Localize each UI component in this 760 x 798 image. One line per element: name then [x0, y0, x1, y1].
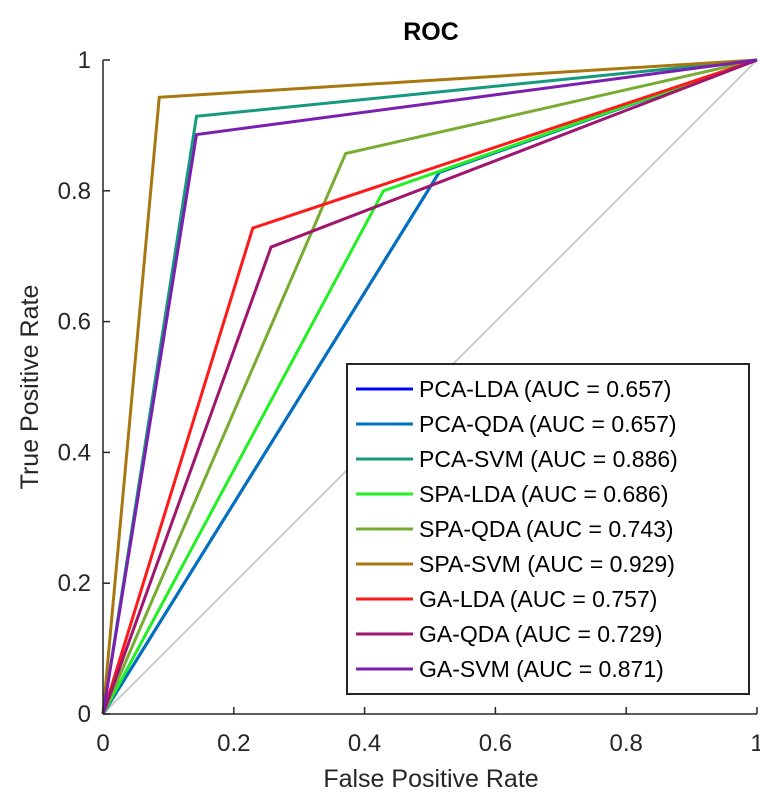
x-tick-label: 0.2 — [217, 730, 250, 757]
y-axis-label: True Positive Rate — [16, 285, 44, 490]
legend-entry: SPA-SVM (AUC = 0.929) — [419, 551, 675, 577]
legend-entry: GA-QDA (AUC = 0.729) — [419, 621, 663, 647]
plot-area: 0 0.2 0.4 0.6 0.8 1 0 0.2 0.4 0.6 0.8 1 — [58, 47, 760, 757]
legend-entry: SPA-LDA (AUC = 0.686) — [419, 481, 669, 507]
y-tick-label: 0.2 — [58, 570, 91, 597]
y-tick-label: 0.6 — [58, 309, 91, 336]
chart-title: ROC — [403, 18, 459, 46]
x-tick-label: 0.8 — [610, 730, 643, 757]
series-line-8 — [101, 58, 758, 715]
x-axis-label: False Positive Rate — [323, 765, 538, 793]
series-line-6 — [101, 58, 758, 715]
legend-entry: GA-SVM (AUC = 0.871) — [419, 656, 664, 682]
legend-entry: PCA-QDA (AUC = 0.657) — [419, 411, 677, 437]
legend-entry: SPA-QDA (AUC = 0.743) — [419, 516, 674, 542]
series-line-3 — [101, 58, 758, 715]
x-tick-label: 0 — [96, 730, 109, 757]
x-tick-label: 1 — [750, 730, 760, 757]
y-tick-label: 0 — [78, 701, 91, 728]
x-tick-label: 0.6 — [479, 730, 512, 757]
y-tick-label: 1 — [78, 47, 91, 74]
legend-entry: PCA-SVM (AUC = 0.886) — [419, 446, 678, 472]
x-tick-label: 0.4 — [348, 730, 381, 757]
series-line-7 — [101, 58, 758, 715]
legend-entry: GA-LDA (AUC = 0.757) — [419, 586, 657, 612]
series-line-4 — [101, 58, 758, 715]
y-tick-label: 0.8 — [58, 178, 91, 205]
legend-entry: PCA-LDA (AUC = 0.657) — [419, 376, 671, 402]
legend: PCA-LDA (AUC = 0.657) PCA-QDA (AUC = 0.65… — [346, 363, 750, 695]
legend-box — [346, 363, 750, 695]
y-tick-label: 0.4 — [58, 439, 91, 466]
series-line-5 — [101, 58, 758, 715]
